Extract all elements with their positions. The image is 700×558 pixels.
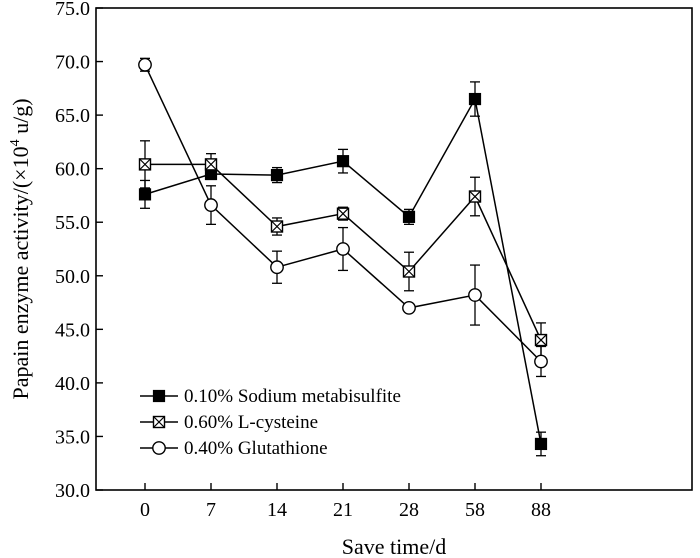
y-tick-label: 45.0 [55,319,90,341]
marker-cross [271,220,283,233]
series-markers [138,57,548,451]
marker-cross [139,158,151,171]
marker-cross [469,190,481,203]
marker-cross [337,207,349,220]
data-point [138,57,152,72]
legend: 0.10% Sodium metabisulfite 0.60% L-cystei… [140,386,401,459]
data-point [534,354,548,369]
marker-cross [403,265,415,278]
x-axis-label: Save time/d [342,534,446,558]
data-point [336,155,350,168]
x-tick-label: 0 [140,499,150,521]
legend-marker [152,415,166,429]
data-point [468,92,482,106]
legend-marker [152,389,166,403]
x-axis: 0 7 14 21 28 58 88 [140,483,551,521]
data-point [402,210,416,223]
legend-label: 0.60% L-cysteine [184,412,318,433]
x-tick-label: 7 [206,499,216,521]
y-tick-label: 50.0 [55,266,90,288]
x-tick-label: 14 [267,499,287,521]
y-tick-label: 60.0 [55,159,90,181]
data-point [468,288,482,302]
y-axis-label: Papain enzyme activity/(×104 u/g) [8,98,33,399]
x-tick-label: 58 [465,499,485,521]
y-tick-label: 35.0 [55,426,90,448]
data-point [270,260,284,275]
data-point [534,333,548,347]
data-point [336,207,350,220]
y-axis-label-suffix: u/g) [8,98,33,139]
marker-cross [535,334,547,346]
y-axis-label-prefix: Papain enzyme activity/(×10 [8,146,33,399]
data-point [336,242,350,256]
data-point [534,437,548,451]
data-point [138,188,152,201]
data-point [402,301,416,315]
y-tick-label: 40.0 [55,373,90,395]
legend-item: 0.40% Glutathione [140,438,328,459]
legend-marker [152,441,166,455]
y-tick-label: 75.0 [55,0,90,20]
x-tick-label: 88 [531,499,551,521]
legend-label: 0.10% Sodium metabisulfite [184,386,401,407]
data-point [402,265,416,278]
plot-area [95,7,693,491]
y-tick-label: 30.0 [55,480,90,502]
y-tick-label: 70.0 [55,52,90,74]
plot-frame [95,7,693,491]
legend-item: 0.60% L-cysteine [140,412,318,433]
y-tick-label: 55.0 [55,212,90,234]
data-point [270,220,284,233]
data-point [468,190,482,203]
x-tick-label: 21 [333,499,353,521]
data-point [204,198,218,212]
data-point [270,168,284,182]
legend-item: 0.10% Sodium metabisulfite [140,386,401,407]
legend-label: 0.40% Glutathione [184,438,328,459]
y-axis: 30.0 35.0 40.0 45.0 50.0 55.0 60.0 65.0 70.0 75.0 [55,0,103,502]
y-tick-label: 65.0 [55,105,90,127]
marker-cross [205,158,217,171]
marker-cross [153,416,165,428]
y-axis-label-superscript: 4 [8,139,23,146]
x-tick-label: 28 [399,499,419,521]
data-point [138,158,152,171]
data-point [204,158,218,171]
